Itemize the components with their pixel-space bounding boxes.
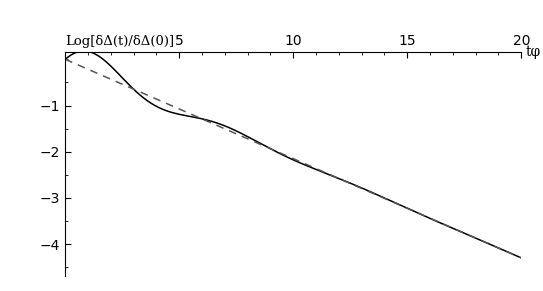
Text: tφ: tφ: [526, 45, 541, 59]
Text: Log[δΔ(t)/δΔ(0)]: Log[δΔ(t)/δΔ(0)]: [65, 35, 174, 48]
